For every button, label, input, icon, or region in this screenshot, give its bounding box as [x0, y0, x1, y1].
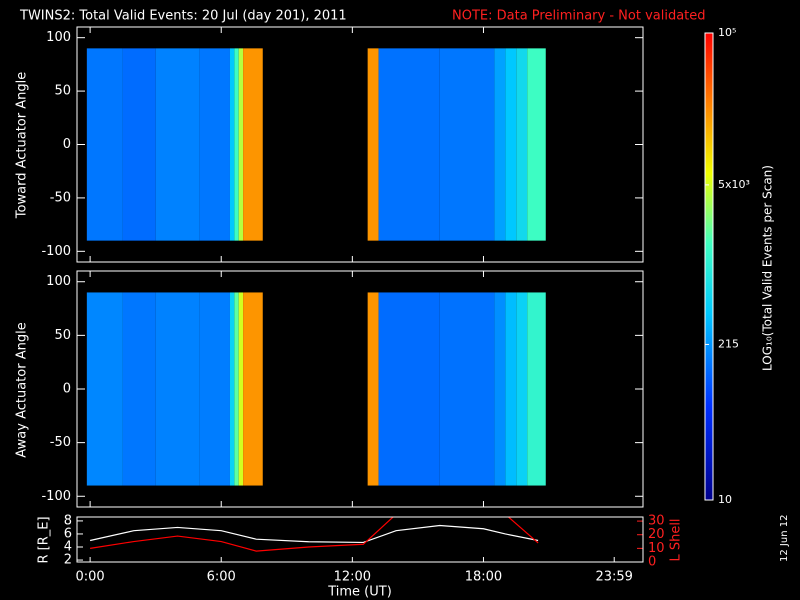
- colorbar-label: LOG₁₀(Total Valid Events per Scan): [761, 165, 775, 371]
- spectrogram-cell: [378, 292, 440, 486]
- y-tick-label: -100: [41, 244, 71, 259]
- y-tick-label: 4: [64, 540, 72, 555]
- y-tick-label: 50: [54, 328, 71, 343]
- line-series: [90, 517, 394, 552]
- spectrogram-cell: [229, 48, 235, 241]
- spectrogram-cell: [367, 292, 379, 486]
- spectrogram-cell: [439, 48, 495, 241]
- y-tick-label: -50: [50, 435, 71, 450]
- spectrogram-cell: [122, 292, 156, 486]
- y-axis-label: Toward Actuator Angle: [15, 72, 30, 219]
- colorbar-tick-label: 5x10³: [718, 178, 750, 191]
- y-tick-label: -50: [50, 190, 71, 205]
- colorbar: [704, 32, 714, 501]
- line-series: [507, 517, 539, 544]
- spectrogram-cell: [516, 48, 528, 241]
- colorbar-tick-label: 10: [718, 493, 732, 506]
- y-tick-label: 0: [63, 137, 71, 152]
- y2-tick-label: 20: [648, 527, 665, 542]
- x-tick-label: 23:59: [595, 570, 632, 585]
- spectrogram-cell: [367, 48, 379, 241]
- spectrogram-cell: [155, 48, 200, 241]
- spectrogram-cell: [505, 48, 517, 241]
- colorbar-tick-label: 10⁵: [718, 26, 736, 39]
- spectrogram-cell: [243, 292, 263, 486]
- y-tick-label: 100: [46, 30, 71, 45]
- spectrogram-cell: [86, 48, 123, 241]
- y2-tick-label: 10: [648, 541, 665, 556]
- plot-frame: [76, 26, 644, 263]
- y-axis-label: R [R_E]: [37, 516, 52, 563]
- spectrogram-cell: [494, 292, 506, 486]
- x-tick-label: 18:00: [465, 570, 502, 585]
- x-tick-label: 0:00: [76, 570, 105, 585]
- spectrogram-cell: [155, 292, 200, 486]
- spectrogram-cell: [234, 48, 239, 241]
- y2-tick-label: 30: [648, 514, 665, 529]
- spectrogram-cell: [122, 48, 156, 241]
- y-tick-label: 8: [64, 513, 72, 528]
- spectrogram-cell: [494, 48, 506, 241]
- date-stamp: 12 Jun 12: [779, 515, 790, 562]
- spectrogram-cell: [439, 292, 495, 486]
- x-tick-label: 12:00: [334, 570, 371, 585]
- y-tick-label: 6: [64, 526, 72, 541]
- y-tick-label: 0: [63, 382, 71, 397]
- spectrogram-cell: [243, 48, 263, 241]
- line-series: [89, 524, 539, 544]
- spectrogram-cell: [234, 292, 239, 486]
- y-tick-label: 2: [64, 553, 72, 568]
- chart-title: TWINS2: Total Valid Events: 20 Jul (day …: [19, 9, 347, 24]
- y-axis-label: Away Actuator Angle: [15, 322, 30, 457]
- spectrogram-cell: [516, 292, 528, 486]
- spectrogram-cell: [229, 292, 235, 486]
- spectrogram-cell: [199, 292, 230, 486]
- y2-axis-label: L Shell: [669, 518, 684, 561]
- spectrogram-cell: [527, 48, 546, 241]
- colorbar-tick-label: 215: [718, 337, 739, 350]
- plot-frame: [76, 516, 644, 563]
- x-tick-label: 6:00: [207, 570, 236, 585]
- spectrogram-cell: [505, 292, 517, 486]
- spectrogram-cell: [238, 48, 244, 241]
- y-tick-label: 50: [54, 84, 71, 99]
- plot-frame: [76, 270, 644, 508]
- spectrogram-cell: [378, 48, 440, 241]
- spectrogram-cell: [199, 48, 230, 241]
- spectrogram-cell: [527, 292, 546, 486]
- y-tick-label: 100: [46, 274, 71, 289]
- x-axis-label: Time (UT): [327, 585, 392, 600]
- y2-tick-label: 0: [648, 555, 656, 570]
- spectrogram-cell: [86, 292, 123, 486]
- note: NOTE: Data Preliminary - Not validated: [452, 9, 706, 24]
- y-tick-label: -100: [41, 489, 71, 504]
- spectrogram-cell: [238, 292, 244, 486]
